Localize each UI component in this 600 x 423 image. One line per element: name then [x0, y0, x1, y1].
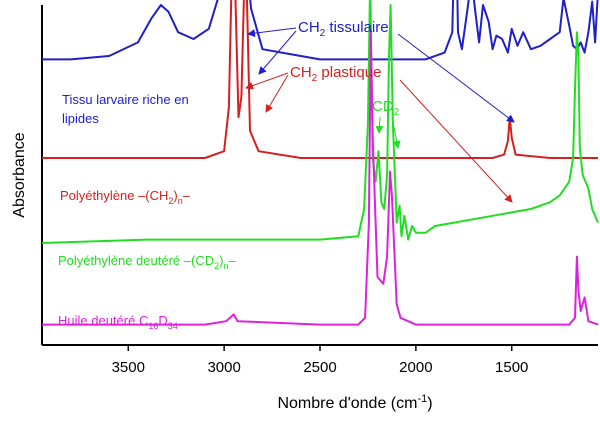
arrow-ch2-tissulaire-3	[397, 33, 515, 123]
series-line-0	[42, 0, 599, 61]
x-tick-label: 3000	[207, 359, 240, 376]
series-line-3	[42, 31, 599, 326]
arrow-ch2-plastique-3	[399, 79, 513, 203]
x-tick-label: 1500	[495, 359, 528, 376]
arrow-ch2-plastique-1	[245, 72, 289, 90]
x-tick-label: 2000	[399, 359, 432, 376]
y-axis-label: Absorbance	[11, 132, 28, 217]
arrow-ch2-plastique-2	[265, 74, 289, 113]
arrow-cd2-2	[391, 116, 401, 149]
label-tissu-line2: lipides	[62, 111, 99, 126]
x-ticks: 3500 3000 2500 2000 1500	[112, 345, 528, 376]
arrow-ch2-tissulaire-1	[247, 27, 297, 38]
x-axis-label: Nombre d'onde (cm-1)	[277, 393, 432, 412]
annotation-ch2-plastique: CH2 plastique	[290, 64, 381, 84]
label-polyethylene: Polyéthylène –(CH2)n–	[60, 188, 191, 206]
series-layer	[41, 0, 599, 326]
x-tick-label: 3500	[112, 359, 145, 376]
label-huile: Huile deutéré C16D34	[58, 313, 178, 331]
label-deutere: Polyéthylène deutéré –(CD2)n–	[58, 253, 236, 271]
x-tick-label: 2500	[303, 359, 336, 376]
label-tissu-line1: Tissu larvaire riche en	[62, 92, 189, 107]
annotation-cd2: CD2	[372, 98, 400, 118]
series-line-2	[41, 0, 599, 244]
arrow-cd2-1	[375, 116, 384, 134]
arrow-ch2-tissulaire-2	[258, 30, 297, 75]
annotation-ch2-tissulaire: CH2 tissulaire	[298, 19, 389, 39]
